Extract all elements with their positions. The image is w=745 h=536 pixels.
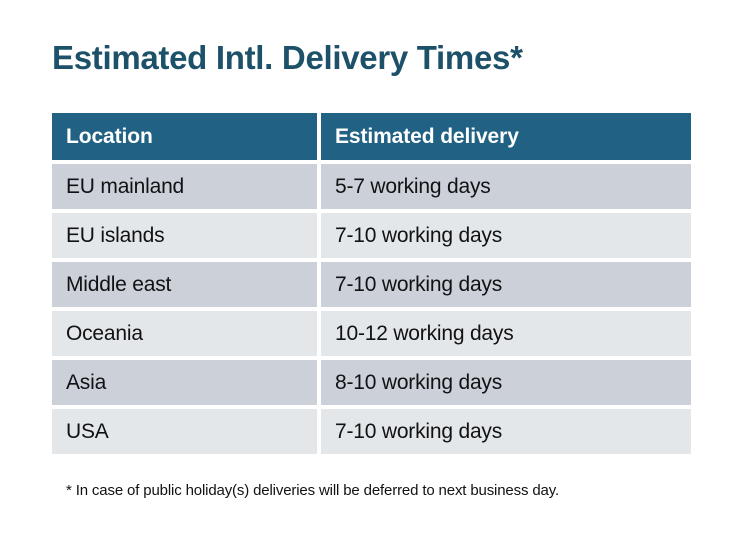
cell-location: EU mainland xyxy=(52,164,317,209)
cell-estimated-delivery: 7-10 working days xyxy=(321,262,691,307)
estimated-delivery-times-table: Location Estimated delivery EU mainland … xyxy=(52,113,691,454)
table-row: Asia 8-10 working days xyxy=(52,360,691,405)
table-header-row: Location Estimated delivery xyxy=(52,113,691,160)
table-row: USA 7-10 working days xyxy=(52,409,691,454)
cell-estimated-delivery: 5-7 working days xyxy=(321,164,691,209)
cell-location: USA xyxy=(52,409,317,454)
cell-location: Middle east xyxy=(52,262,317,307)
table-row: Oceania 10-12 working days xyxy=(52,311,691,356)
cell-estimated-delivery: 10-12 working days xyxy=(321,311,691,356)
table-row: EU mainland 5-7 working days xyxy=(52,164,691,209)
footnote: * In case of public holiday(s) deliverie… xyxy=(66,482,559,499)
cell-location: Asia xyxy=(52,360,317,405)
page-title: Estimated Intl. Delivery Times* xyxy=(52,39,523,76)
table-row: EU islands 7-10 working days xyxy=(52,213,691,258)
cell-location: EU islands xyxy=(52,213,317,258)
cell-estimated-delivery: 7-10 working days xyxy=(321,213,691,258)
cell-estimated-delivery: 7-10 working days xyxy=(321,409,691,454)
table-row: Middle east 7-10 working days xyxy=(52,262,691,307)
cell-location: Oceania xyxy=(52,311,317,356)
column-header-location: Location xyxy=(52,113,317,160)
column-header-estimated-delivery: Estimated delivery xyxy=(321,113,691,160)
cell-estimated-delivery: 8-10 working days xyxy=(321,360,691,405)
